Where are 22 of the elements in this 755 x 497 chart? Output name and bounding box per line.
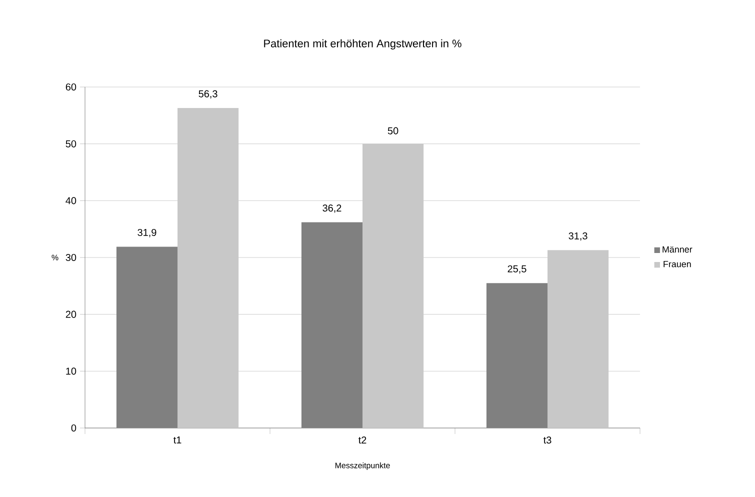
chart-title: Patienten mit erhöhten Angstwerten in %	[264, 39, 462, 50]
data-label: 31,3	[568, 232, 588, 241]
y-tick-label: 20	[66, 310, 76, 318]
x-tick-label: t1	[174, 436, 182, 444]
legend-label: Frauen	[664, 260, 691, 268]
data-label: 36,2	[322, 204, 342, 213]
y-tick-label: 0	[71, 424, 76, 432]
data-label: 56,3	[198, 90, 218, 99]
bar	[486, 283, 548, 428]
y-tick-label: 10	[66, 368, 76, 375]
x-tick-label: t3	[544, 436, 552, 444]
y-tick-label: 40	[66, 197, 76, 204]
y-tick-label: 60	[66, 83, 76, 91]
bar	[116, 246, 178, 428]
x-tick-label: t2	[358, 436, 366, 444]
data-label: 31,9	[138, 228, 156, 238]
legend-label: Männer	[662, 246, 692, 253]
data-label: 50	[388, 127, 398, 134]
y-tick-label: 50	[66, 140, 76, 148]
bar	[301, 222, 363, 428]
data-label: 25,5	[508, 265, 526, 274]
y-tick-label: 30	[66, 254, 76, 262]
